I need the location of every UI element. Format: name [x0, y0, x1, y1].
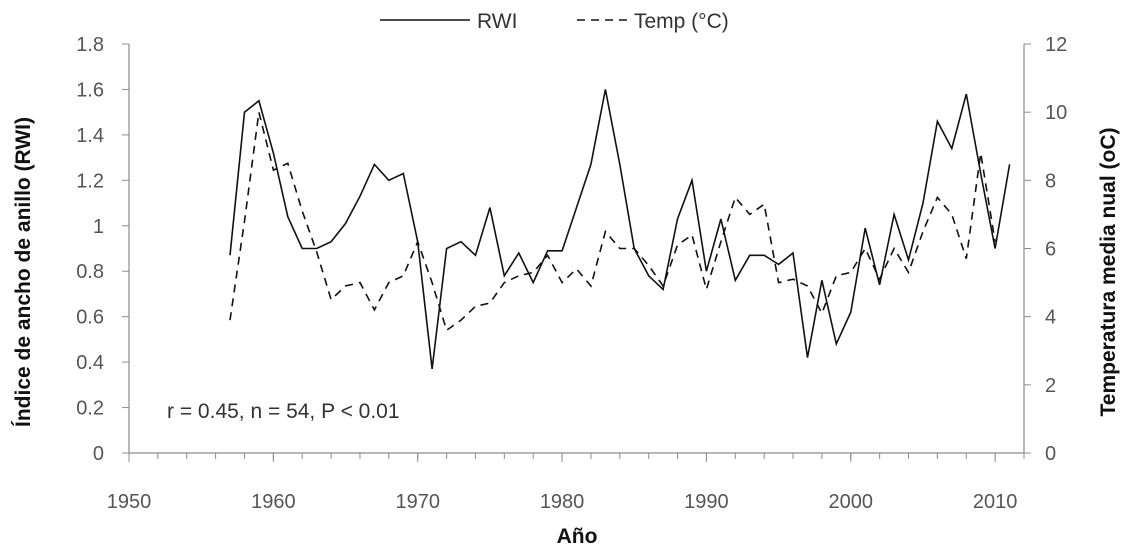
y2-tick-label: 6: [1045, 239, 1056, 261]
y2-axis-title: Temperatura media nual (oC): [1097, 128, 1120, 417]
x-tick-label: 1950: [107, 491, 152, 513]
y-tick-label: 1: [93, 216, 104, 238]
y2-tick-label: 12: [1045, 34, 1067, 56]
y-tick-label: 0.2: [76, 398, 104, 420]
correlation-annotation: r = 0.45, n = 54, P < 0.01: [167, 400, 400, 423]
x-axis-title: Año: [557, 525, 598, 548]
y2-tick-label: 2: [1045, 375, 1056, 397]
x-tick-label: 1970: [395, 491, 440, 513]
x-tick-label: 1960: [251, 491, 296, 513]
x-tick-label: 1990: [684, 491, 729, 513]
y-tick-label: 0.4: [76, 352, 104, 374]
series-lines: [229, 89, 1011, 369]
y-tick-label: 0.8: [76, 261, 104, 283]
y-axis-title: Índice de ancho de anillo (RWI): [12, 117, 35, 427]
axes: [128, 44, 1025, 454]
x-tick-label: 2010: [973, 491, 1018, 513]
legend: RWI Temp (°C): [380, 10, 729, 33]
legend-label-rwi: RWI: [477, 10, 517, 33]
y-tick-label: 0: [93, 443, 104, 465]
y2-tick-label: 4: [1045, 307, 1056, 329]
y-tick-label: 1.4: [76, 125, 104, 147]
y-tick-label: 0.6: [76, 307, 104, 329]
ticks: 1950 1960 1970 1980 1990 2000 201000.20.40.60.…: [76, 34, 1067, 513]
x-tick-label: 2000: [829, 491, 874, 513]
y-tick-label: 1.6: [76, 79, 104, 101]
series-line-temp: [229, 112, 996, 332]
y-tick-label: 1.8: [76, 34, 104, 56]
y-tick-label: 1.2: [76, 170, 104, 192]
legend-label-temp: Temp (°C): [634, 10, 729, 33]
series-line-rwi: [229, 89, 1011, 369]
y2-tick-label: 0: [1045, 443, 1056, 465]
x-tick-label: 1980: [540, 491, 585, 513]
y2-tick-label: 8: [1045, 170, 1056, 192]
y2-tick-label: 10: [1045, 102, 1067, 124]
